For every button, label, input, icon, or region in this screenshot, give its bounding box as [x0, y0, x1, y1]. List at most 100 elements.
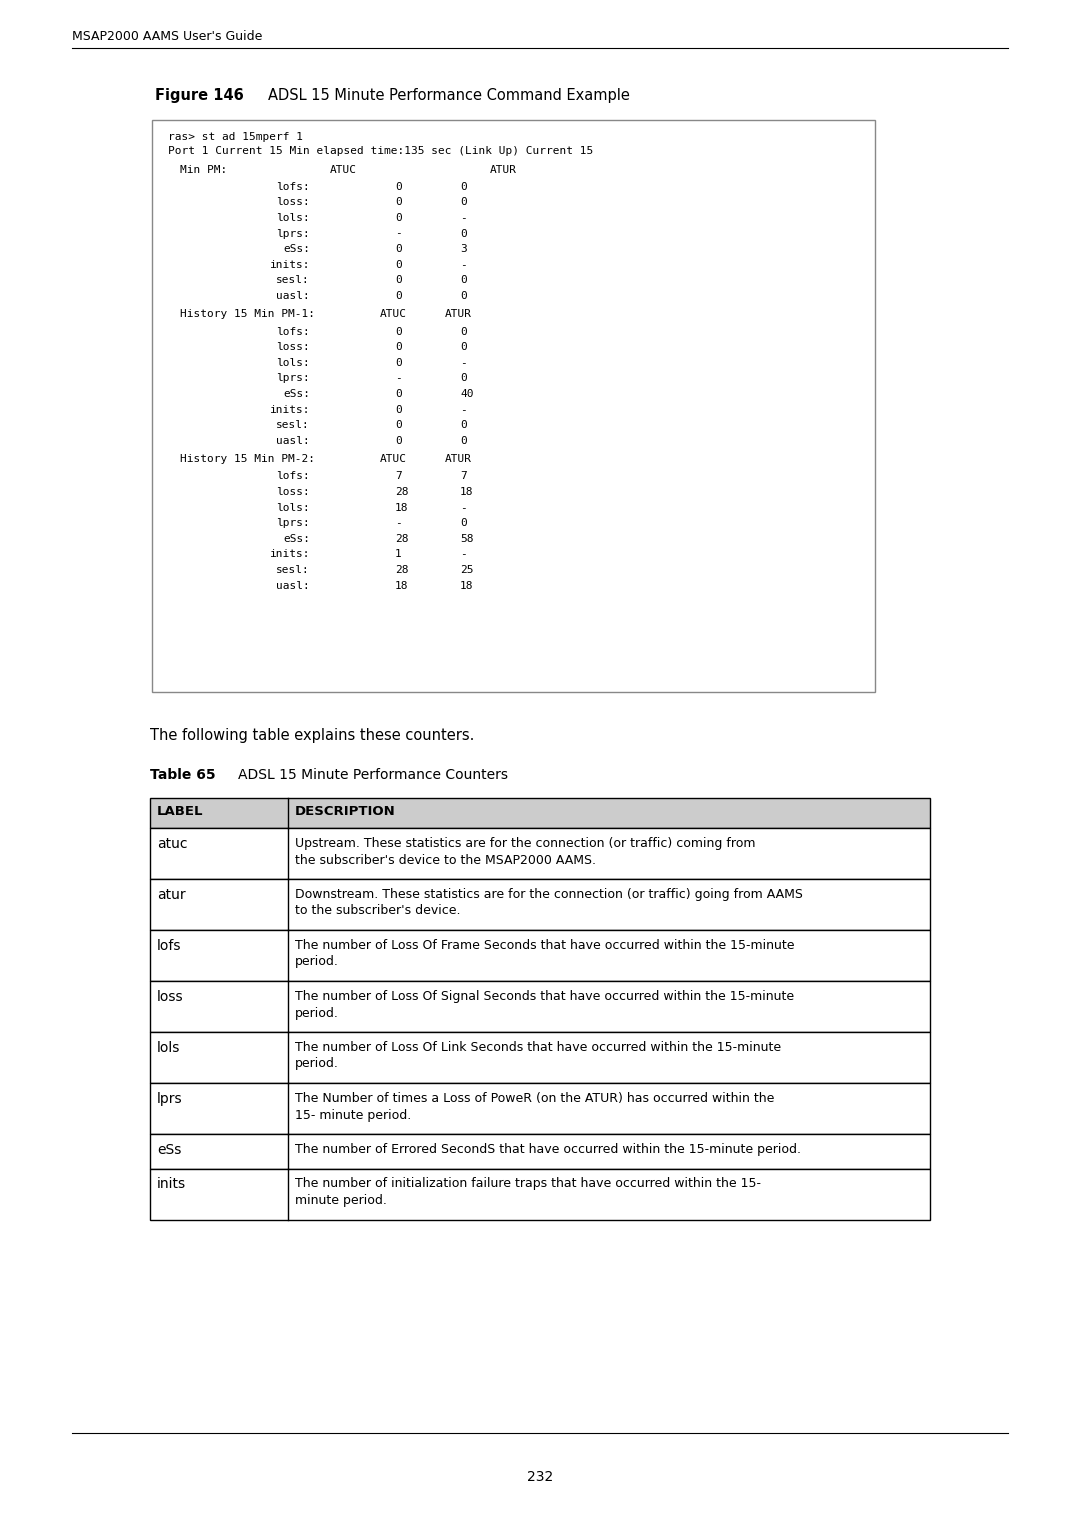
Text: The number of Loss Of Frame Seconds that have occurred within the 15-minute: The number of Loss Of Frame Seconds that…	[295, 940, 795, 952]
Text: loss:: loss:	[276, 342, 310, 351]
Text: LABEL: LABEL	[157, 805, 203, 817]
Text: -: -	[460, 550, 467, 559]
Text: 0: 0	[460, 435, 467, 446]
Bar	[150, 981, 930, 1031]
Text: loss:: loss:	[276, 487, 310, 497]
Text: 0: 0	[395, 327, 402, 336]
Text: 15- minute period.: 15- minute period.	[295, 1108, 411, 1122]
Text: lofs:: lofs:	[276, 182, 310, 191]
Text: ATUC: ATUC	[330, 165, 357, 174]
Text: uasl:: uasl:	[276, 290, 310, 301]
Text: ATUC: ATUC	[380, 454, 407, 465]
Text: Figure 146: Figure 146	[156, 89, 244, 102]
Text: ATUR: ATUR	[490, 165, 517, 174]
Text: lofs: lofs	[157, 940, 181, 953]
Text: minute period.: minute period.	[295, 1193, 387, 1207]
Text: Downstream. These statistics are for the connection (or traffic) going from AAMS: Downstream. These statistics are for the…	[295, 888, 802, 902]
Text: -: -	[460, 358, 467, 368]
Text: 28: 28	[395, 565, 408, 575]
Text: 0: 0	[395, 420, 402, 431]
Bar	[150, 1169, 930, 1219]
Text: 0: 0	[460, 420, 467, 431]
Text: ATUC: ATUC	[380, 310, 407, 319]
Text: 28: 28	[395, 487, 408, 497]
Text: 0: 0	[395, 405, 402, 414]
Text: 7: 7	[395, 471, 402, 481]
Text: 18: 18	[395, 503, 408, 512]
Text: 0: 0	[395, 182, 402, 191]
Bar	[150, 879, 930, 931]
Text: period.: period.	[295, 1007, 339, 1019]
Text: -: -	[460, 405, 467, 414]
Text: Table 65: Table 65	[150, 769, 216, 782]
Text: The number of Errored SecondS that have occurred within the 15-minute period.: The number of Errored SecondS that have …	[295, 1143, 801, 1157]
Text: ADSL 15 Minute Performance Counters: ADSL 15 Minute Performance Counters	[238, 769, 508, 782]
Text: ATUR: ATUR	[445, 310, 472, 319]
Text: 0: 0	[395, 290, 402, 301]
Text: 0: 0	[395, 260, 402, 270]
Text: 0: 0	[460, 327, 467, 336]
Text: 0: 0	[460, 290, 467, 301]
Text: lofs:: lofs:	[276, 327, 310, 336]
Text: 0: 0	[395, 435, 402, 446]
Text: lofs:: lofs:	[276, 471, 310, 481]
Text: 0: 0	[395, 342, 402, 351]
Text: period.: period.	[295, 955, 339, 969]
Text: atur: atur	[157, 888, 186, 902]
Text: Upstream. These statistics are for the connection (or traffic) coming from: Upstream. These statistics are for the c…	[295, 837, 756, 850]
Text: 58: 58	[460, 533, 473, 544]
Text: eSs:: eSs:	[283, 533, 310, 544]
Bar	[152, 121, 875, 692]
Text: lprs:: lprs:	[276, 373, 310, 384]
Text: 3: 3	[460, 244, 467, 254]
Text: 0: 0	[460, 518, 467, 529]
Text: 232: 232	[527, 1470, 553, 1484]
Text: -: -	[395, 518, 402, 529]
Text: -: -	[460, 212, 467, 223]
Text: 40: 40	[460, 390, 473, 399]
Text: ADSL 15 Minute Performance Command Example: ADSL 15 Minute Performance Command Examp…	[268, 89, 630, 102]
Text: -: -	[460, 503, 467, 512]
Text: Min PM:: Min PM:	[180, 165, 227, 174]
Bar	[150, 798, 930, 828]
Text: 18: 18	[460, 487, 473, 497]
Text: ATUR: ATUR	[445, 454, 472, 465]
Text: lprs:: lprs:	[276, 518, 310, 529]
Text: inits:: inits:	[270, 260, 310, 270]
Text: loss: loss	[157, 990, 184, 1004]
Text: lprs: lprs	[157, 1093, 183, 1106]
Text: eSs:: eSs:	[283, 244, 310, 254]
Text: sesl:: sesl:	[276, 420, 310, 431]
Text: eSs:: eSs:	[283, 390, 310, 399]
Text: -: -	[395, 373, 402, 384]
Text: 0: 0	[460, 342, 467, 351]
Text: eSs: eSs	[157, 1143, 181, 1157]
Text: the subscriber's device to the MSAP2000 AAMS.: the subscriber's device to the MSAP2000 …	[295, 854, 596, 866]
Text: lols: lols	[157, 1041, 180, 1054]
Text: 0: 0	[395, 275, 402, 286]
Text: History 15 Min PM-2:: History 15 Min PM-2:	[180, 454, 315, 465]
Text: lols:: lols:	[276, 503, 310, 512]
Text: -: -	[395, 229, 402, 238]
Text: 18: 18	[460, 581, 473, 591]
Text: The following table explains these counters.: The following table explains these count…	[150, 727, 474, 743]
Text: lols:: lols:	[276, 358, 310, 368]
Text: sesl:: sesl:	[276, 275, 310, 286]
Text: inits:: inits:	[270, 550, 310, 559]
Text: The number of initialization failure traps that have occurred within the 15-: The number of initialization failure tra…	[295, 1178, 761, 1190]
Text: 18: 18	[395, 581, 408, 591]
Text: 0: 0	[460, 197, 467, 208]
Text: The Number of times a Loss of PoweR (on the ATUR) has occurred within the: The Number of times a Loss of PoweR (on …	[295, 1093, 774, 1105]
Text: inits:: inits:	[270, 405, 310, 414]
Text: ras> st ad 15mperf 1: ras> st ad 15mperf 1	[168, 131, 303, 142]
Text: to the subscriber's device.: to the subscriber's device.	[295, 905, 460, 917]
Bar	[150, 1083, 930, 1134]
Text: -: -	[460, 260, 467, 270]
Text: 0: 0	[395, 212, 402, 223]
Text: inits: inits	[157, 1178, 186, 1192]
Text: Port 1 Current 15 Min elapsed time:135 sec (Link Up) Current 15: Port 1 Current 15 Min elapsed time:135 s…	[168, 147, 593, 156]
Text: History 15 Min PM-1:: History 15 Min PM-1:	[180, 310, 315, 319]
Text: 0: 0	[395, 358, 402, 368]
Text: lprs:: lprs:	[276, 229, 310, 238]
Text: 25: 25	[460, 565, 473, 575]
